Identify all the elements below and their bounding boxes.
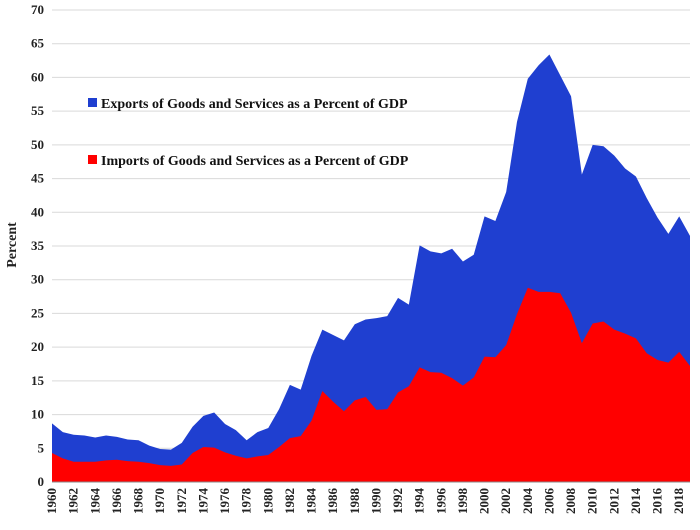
x-tick-label: 2012 <box>606 488 621 514</box>
legend-label-imports: Imports of Goods and Services as a Perce… <box>101 154 409 169</box>
x-tick-label: 1968 <box>131 488 146 515</box>
y-tick-label: 60 <box>31 69 44 84</box>
x-tick-label: 1976 <box>217 488 232 515</box>
y-tick-label: 30 <box>31 272 44 287</box>
y-tick-label: 40 <box>31 204 44 219</box>
y-axis-label: Percent <box>5 222 20 268</box>
x-tick-label: 1978 <box>239 488 254 515</box>
gridlines <box>52 9 690 449</box>
x-tick-label: 1970 <box>152 488 167 514</box>
x-tick-label: 1990 <box>368 488 383 514</box>
x-tick-label: 1994 <box>412 488 427 515</box>
y-tick-label: 50 <box>31 137 44 152</box>
x-tick-label: 1986 <box>325 488 340 515</box>
y-tick-label: 65 <box>31 36 45 51</box>
x-tick-label: 2002 <box>498 488 513 514</box>
x-tick-label: 1974 <box>195 488 210 515</box>
legend: Exports of Goods and Services as a Perce… <box>88 97 409 169</box>
y-tick-label: 25 <box>31 305 45 320</box>
plot-areas <box>52 54 690 482</box>
legend-swatch-imports <box>88 155 97 164</box>
y-tick-labels: 0 5 10 15 20 25 30 35 40 45 50 55 60 65 70 <box>31 2 45 489</box>
x-tick-label: 1972 <box>174 488 189 514</box>
y-tick-label: 35 <box>31 238 45 253</box>
x-tick-label: 1966 <box>109 488 124 515</box>
y-tick-label: 55 <box>31 103 45 118</box>
y-tick-label: 10 <box>31 407 44 422</box>
imports-area <box>52 287 690 482</box>
y-tick-label: 5 <box>38 440 45 455</box>
x-tick-label: 1962 <box>66 488 81 514</box>
x-tick-label: 2004 <box>520 488 535 515</box>
x-tick-label: 2000 <box>477 488 492 514</box>
x-tick-label: 2008 <box>563 488 578 515</box>
x-tick-label: 1988 <box>347 488 362 515</box>
x-tick-label: 2010 <box>585 488 600 514</box>
x-tick-label: 1964 <box>87 488 102 515</box>
legend-label-exports: Exports of Goods and Services as a Perce… <box>101 97 408 112</box>
x-tick-label: 1998 <box>455 488 470 515</box>
y-tick-label: 20 <box>31 339 44 354</box>
y-tick-label: 70 <box>31 2 44 17</box>
x-tick-label: 1980 <box>260 488 275 514</box>
x-tick-label: 1960 <box>44 488 59 514</box>
y-tick-label: 15 <box>31 373 45 388</box>
x-tick-label: 2016 <box>650 488 665 515</box>
y-tick-label: 0 <box>38 474 45 489</box>
x-tick-label: 2018 <box>671 488 686 515</box>
x-tick-label: 1992 <box>390 488 405 514</box>
x-tick-label: 1984 <box>304 488 319 515</box>
x-tick-label: 2006 <box>541 488 556 515</box>
x-tick-label: 1982 <box>282 488 297 514</box>
x-tick-label: 1996 <box>433 488 448 515</box>
x-tick-label: 2014 <box>628 488 643 515</box>
y-tick-label: 45 <box>31 171 45 186</box>
x-tick-labels: 1960 1962 1964 1966 1968 1970 1972 1974 1976 1978… <box>44 488 686 515</box>
legend-swatch-exports <box>88 98 97 107</box>
